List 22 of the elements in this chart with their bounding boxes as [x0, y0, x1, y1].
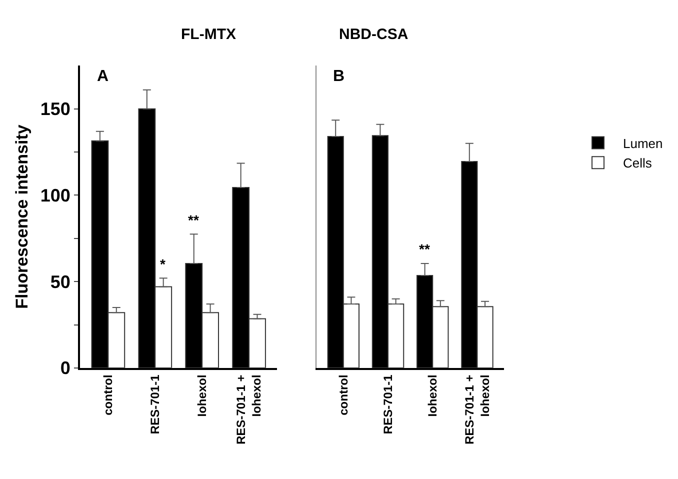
y-axis-title: Fluorescence intensity	[12, 124, 32, 309]
chart-title: FL-MTX	[181, 26, 236, 43]
annotation: *	[160, 256, 166, 272]
x-tick-label: Iohexol	[194, 374, 209, 417]
x-tick-label: RES-701-1	[148, 374, 162, 434]
annotation: **	[419, 241, 430, 257]
annotation: **	[188, 212, 200, 228]
annotation: A	[97, 68, 109, 85]
x-tick-label: RES-701-1 + Iohexol	[234, 374, 264, 444]
x-tick-label: RES-701-1	[380, 374, 395, 434]
x-tick-label: control	[101, 374, 116, 416]
y-tick-label: 50	[50, 272, 70, 292]
x-tick-label: Iohexol	[426, 374, 440, 417]
chart-title: NBD-CSA	[339, 26, 408, 43]
x-tick-label: control	[336, 374, 350, 416]
legend-label: Cells	[623, 156, 652, 171]
y-tick-label: 0	[60, 358, 70, 378]
legend-label: Lumen	[623, 136, 663, 151]
y-tick-label: 150	[40, 99, 70, 120]
annotation: B	[333, 68, 345, 85]
y-tick-label: 100	[40, 186, 70, 206]
x-tick-label: RES-701-1 + Iohexol	[462, 374, 492, 444]
